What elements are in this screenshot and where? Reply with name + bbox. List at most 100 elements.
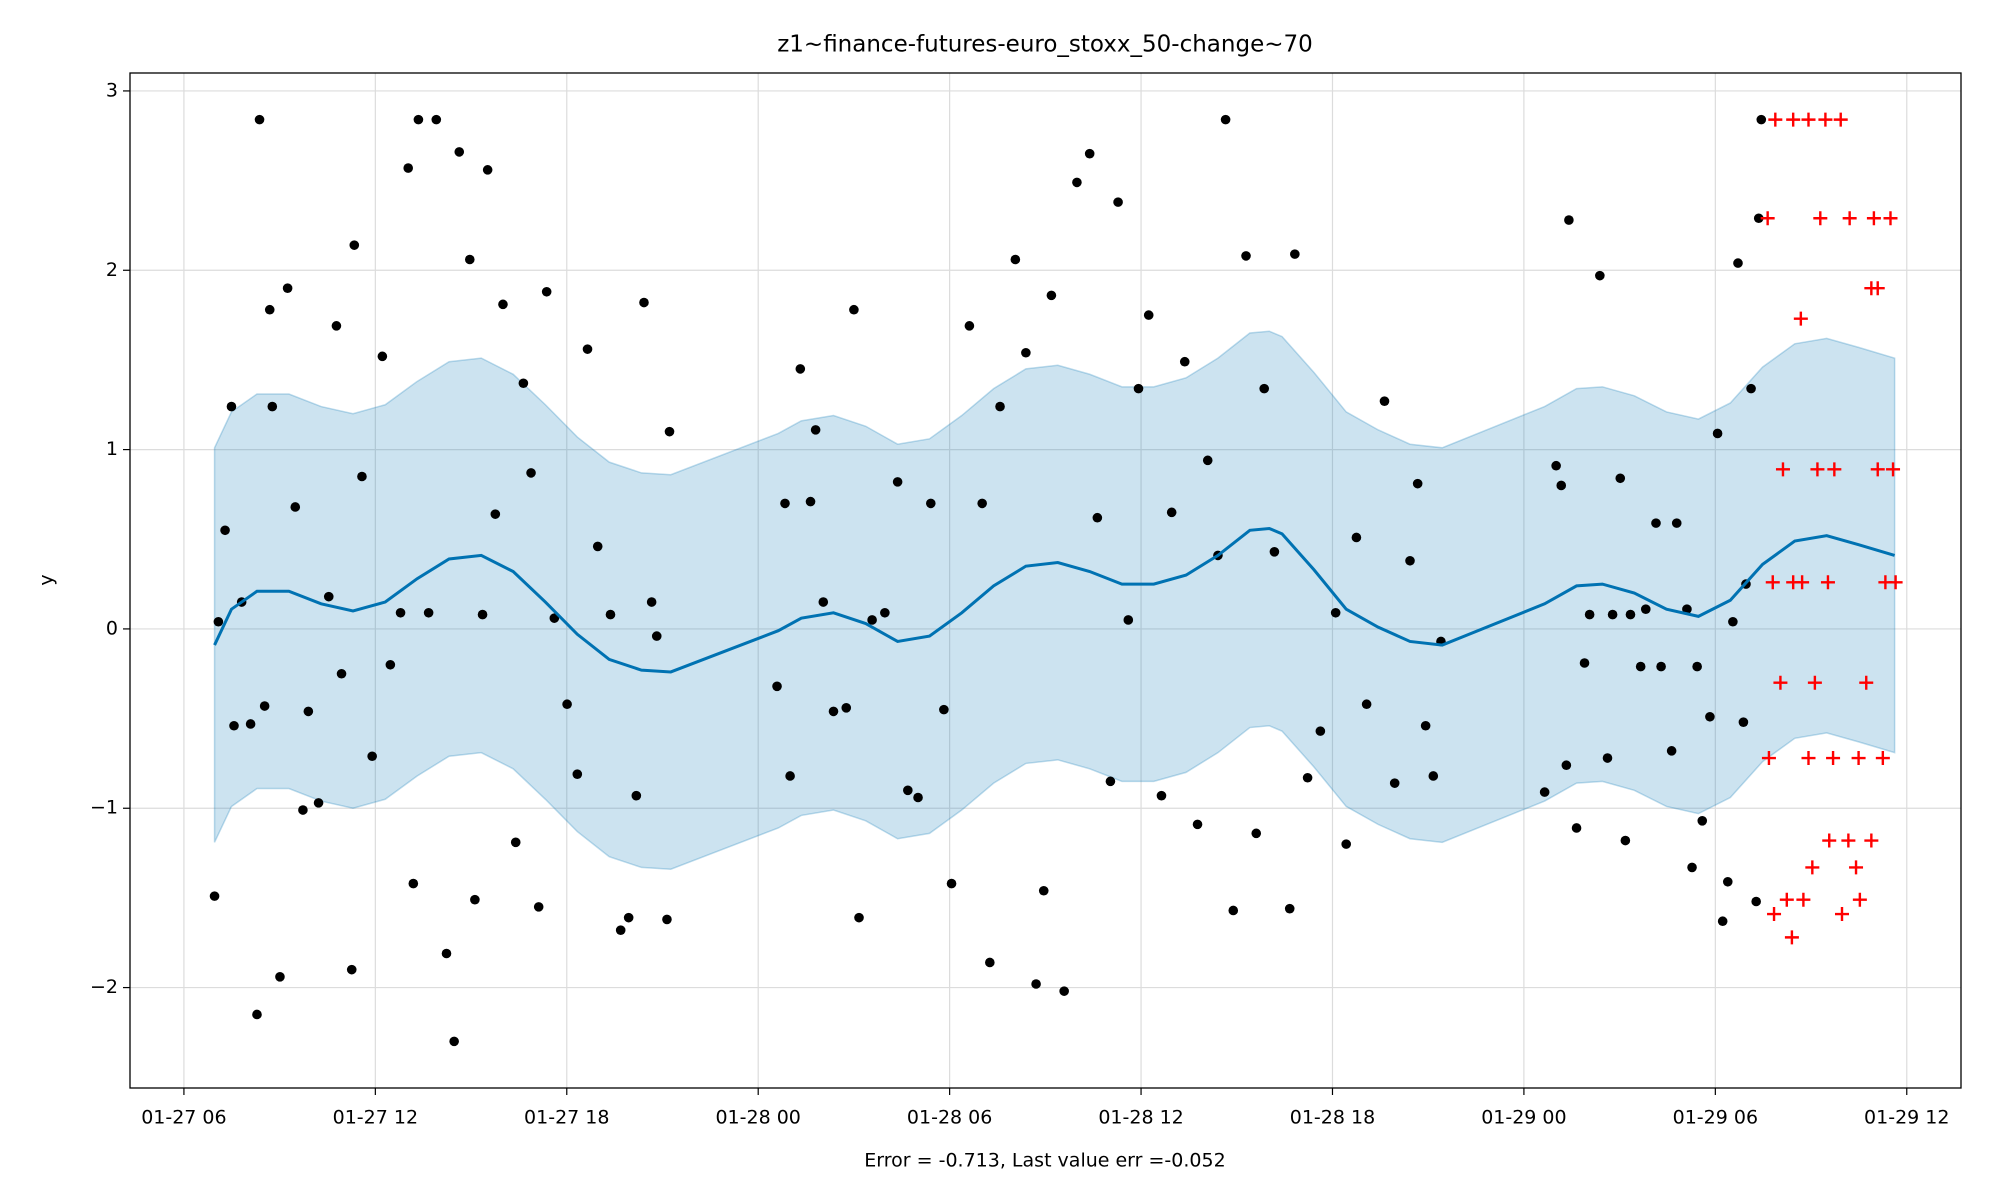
observed-point [331,321,342,331]
future-point [1775,462,1790,477]
y-tick-label: 3 [106,79,118,101]
observed-point [1539,787,1550,797]
observed-point [1733,258,1743,268]
observed-point [785,771,795,781]
observed-point [323,591,334,602]
observed-point [290,502,301,512]
future-point [1886,462,1901,477]
observed-point [367,751,377,762]
observed-point [651,631,662,641]
observed-point [357,471,367,482]
observed-point [1561,760,1572,771]
x-tick-label: 01-29 06 [1673,1107,1758,1129]
observed-point [867,615,877,625]
future-point [1870,462,1885,477]
observed-point [913,792,923,803]
observed-point [282,283,293,293]
observed-point [977,498,987,509]
observed-point [1143,310,1154,320]
observed-point [841,703,852,713]
observed-point [1113,197,1123,207]
y-tick-label: −1 [90,797,118,819]
observed-point [395,607,406,618]
future-point [1793,311,1808,326]
observed-point [1166,507,1177,518]
observed-point [349,240,360,250]
observed-point [303,706,314,717]
future-point [1784,930,1799,945]
future-point [1801,751,1816,766]
future-point [1888,575,1903,590]
observed-point [441,948,452,959]
observed-point [810,425,821,435]
y-axis-label: y [36,574,58,585]
observed-point [1625,609,1636,620]
future-point [1810,462,1825,477]
observed-point [220,525,230,536]
observed-point [1756,114,1767,125]
observed-point [549,613,560,623]
future-point [1773,675,1788,690]
observed-point [1602,753,1613,763]
future-point [1796,892,1811,907]
x-tick-label: 01-29 12 [1864,1107,1949,1129]
observed-point [849,304,859,315]
observed-point [939,704,949,715]
observed-point [1241,251,1251,261]
observed-point [631,790,642,801]
observed-point [582,344,593,354]
observed-point [605,609,616,620]
observed-point [449,1036,459,1047]
observed-point [985,957,995,968]
observed-point [275,972,285,982]
observed-point [1746,383,1756,394]
future-point [1760,211,1775,226]
future-point [1852,892,1867,907]
observed-point [245,719,256,729]
observed-point [892,477,903,487]
observed-point [1564,215,1574,225]
observed-point [780,498,790,509]
x-tick-label: 01-28 00 [715,1107,800,1129]
future-point [1835,907,1849,922]
observed-point [1038,885,1049,896]
future-point [1827,462,1842,477]
observed-point [1133,383,1144,394]
observed-point [1428,771,1439,781]
observed-point [1059,986,1069,996]
observed-point [1156,790,1167,801]
observed-point [1031,979,1041,989]
observed-point [1084,148,1095,159]
observed-point [964,321,975,331]
observed-point [1728,616,1738,627]
observed-point [562,699,572,710]
observed-point [454,147,465,157]
observed-point [1687,862,1697,873]
observed-point [1656,661,1666,672]
future-point [1826,751,1841,766]
future-point [1842,211,1857,226]
future-point [1841,833,1856,848]
observed-point [336,668,347,679]
observed-point [1753,213,1764,224]
observed-point [854,912,864,923]
uncertainty-band [213,330,1896,870]
observed-point [1751,896,1761,907]
x-tick-label: 01-28 12 [1098,1107,1183,1129]
observed-point [1620,835,1631,846]
observed-point [1251,828,1262,839]
future-point [1875,751,1890,766]
observed-point [541,286,552,297]
observed-point [1595,270,1605,281]
future-point [1765,575,1780,590]
observed-point [1228,905,1239,916]
y-tick-label: 1 [106,438,118,460]
y-tick-label: −2 [90,976,118,998]
x-tick-label: 01-29 00 [1481,1107,1566,1129]
future-point [1813,211,1828,226]
observed-point [1379,396,1390,406]
observed-point [1682,604,1692,614]
observed-point [903,785,913,796]
observed-point [1105,776,1116,787]
